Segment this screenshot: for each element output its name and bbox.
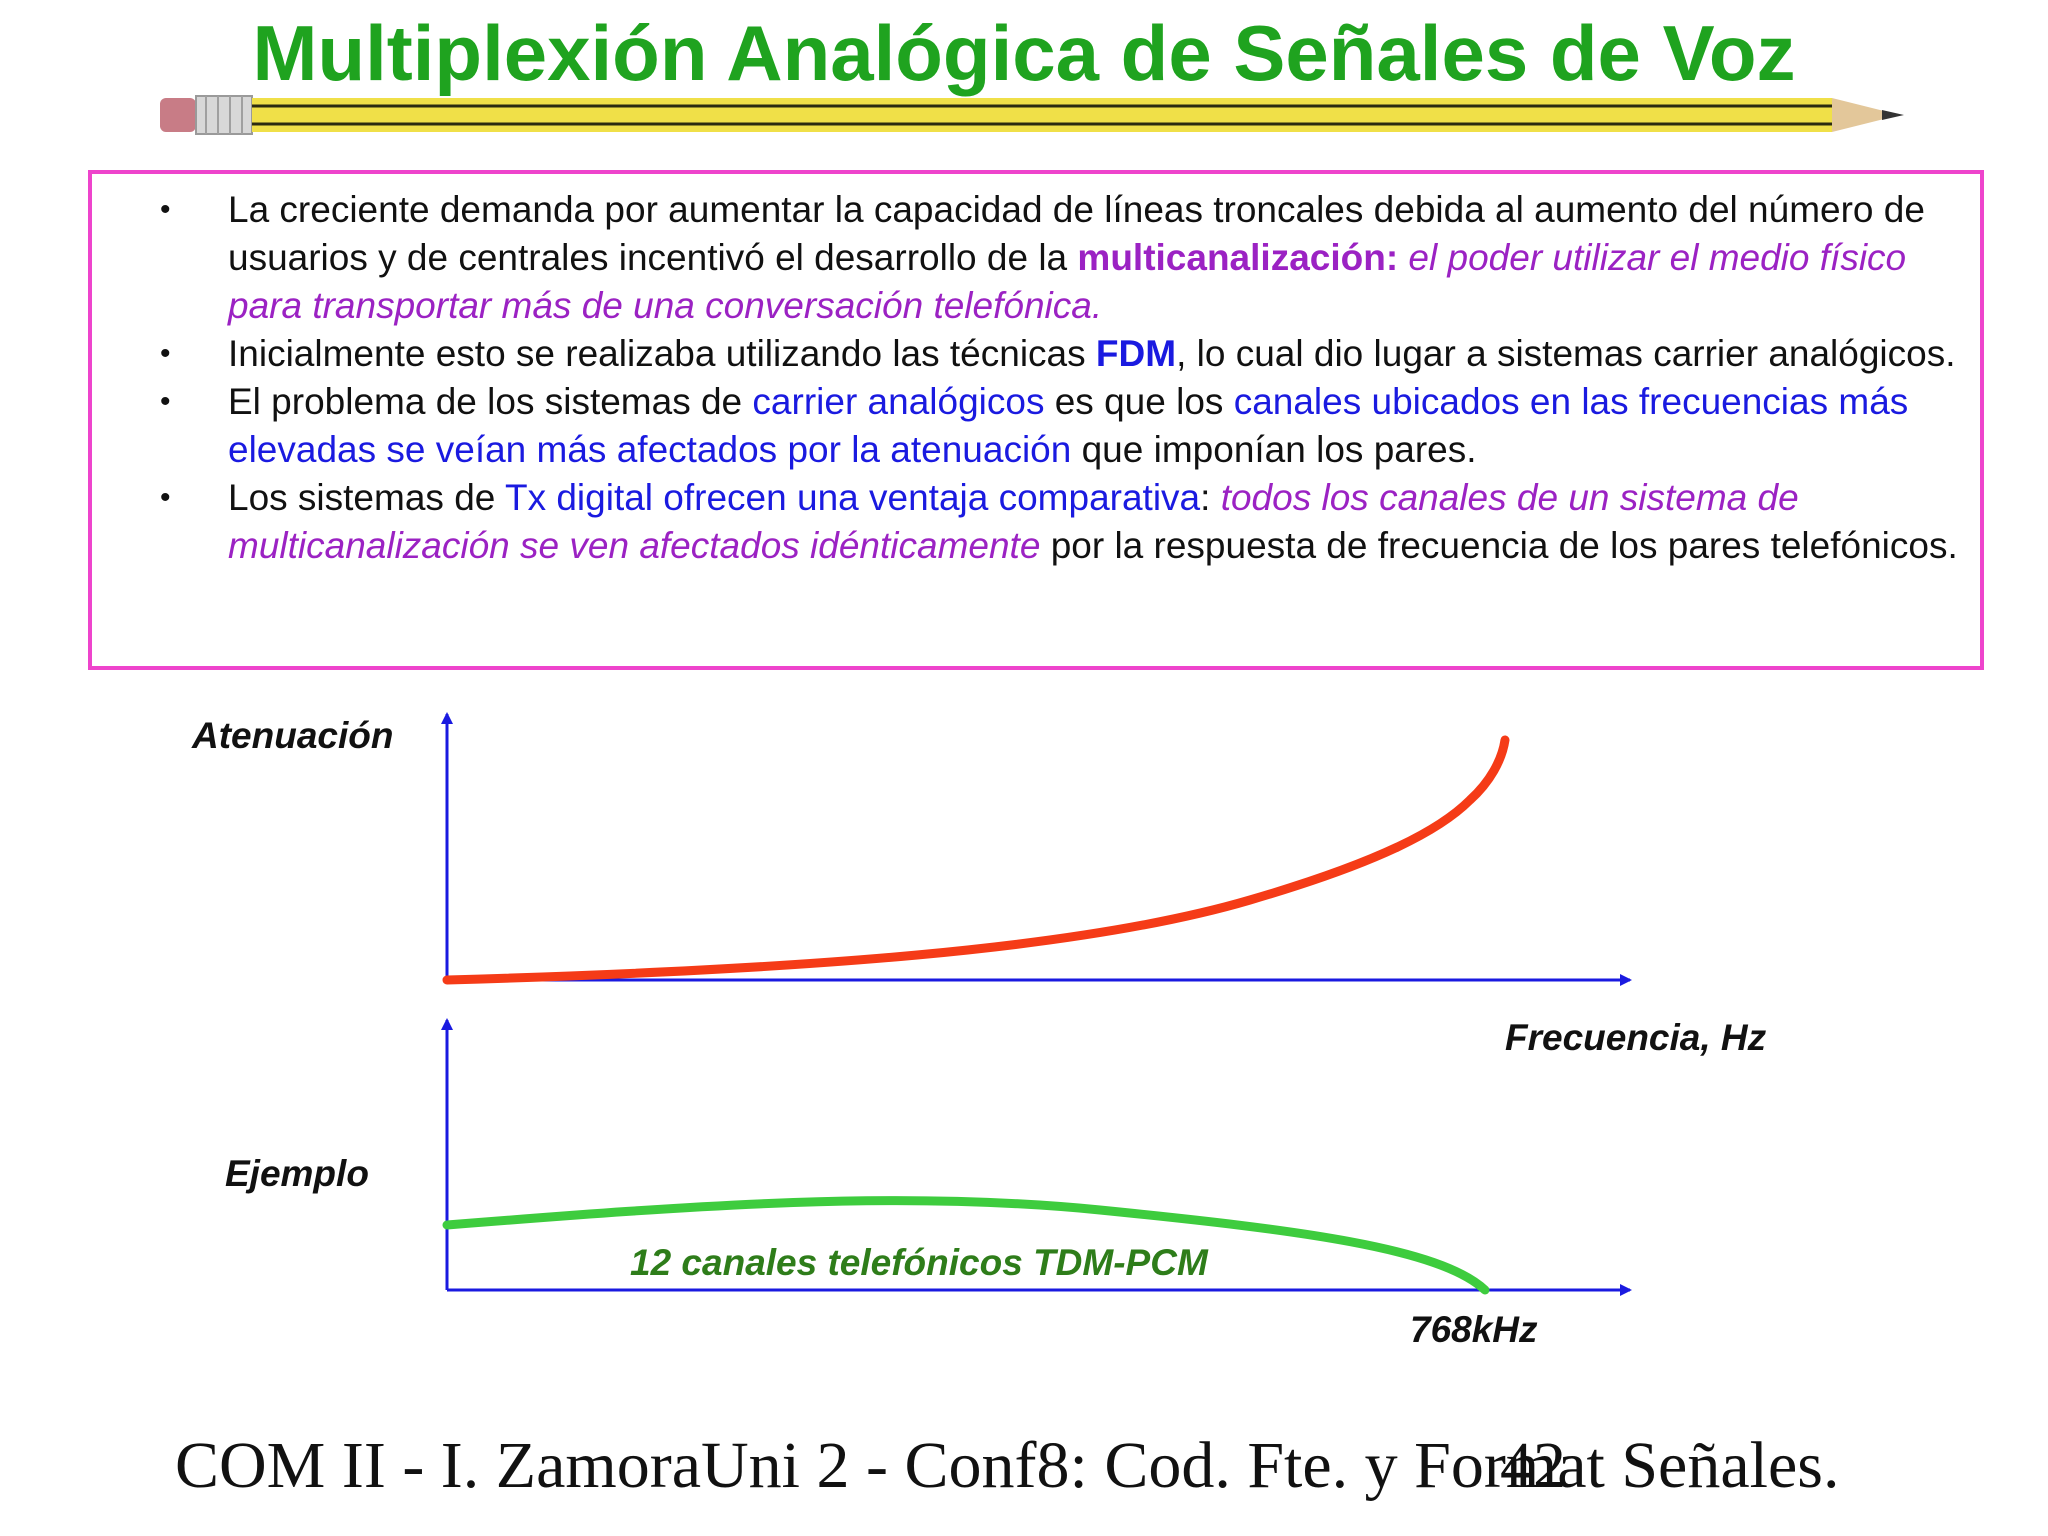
bottom-y-label: Ejemplo <box>225 1153 369 1194</box>
bullet-text-run: La creciente demanda por aumentar la cap… <box>228 189 1925 278</box>
example-curve <box>442 1196 1490 1295</box>
bullet-text-run: canales ubicados en las frecuencias más … <box>228 381 1909 470</box>
bullet-dot-icon: • <box>160 337 171 370</box>
bullet-text-run: multicanalización: <box>1077 237 1399 278</box>
content-frame <box>88 170 1984 670</box>
bullet-text-run: carrier analógicos <box>752 381 1045 422</box>
bullet-item: • Inicialmente esto se realizaba utilizan… <box>160 330 1960 378</box>
bullet-dot-icon: • <box>160 481 171 514</box>
x-axis-label: Frecuencia, Hz <box>1505 1017 1767 1058</box>
pencil-divider-icon <box>160 95 1904 135</box>
bullet-list: • La creciente demanda por aumentar la ca… <box>160 186 1960 570</box>
bullet-dot-icon: • <box>160 193 171 226</box>
bullet-text-run: El problema de los sistemas de <box>228 381 753 422</box>
frequency-mark-label: 768kHz <box>1410 1309 1538 1350</box>
bullet-text-run: por la respuesta de frecuencia de los pa… <box>1040 525 1958 566</box>
bullet-text-run: Inicialmente esto se realizaba utilizand… <box>228 333 1096 374</box>
page-number: 42 <box>1500 1429 1566 1502</box>
bullet-text-run: , lo cual dio lugar a sistemas carrier a… <box>1176 333 1956 374</box>
attenuation-diagram: Atenuación Frecuencia, Hz Ejemplo 12 can… <box>191 712 1767 1350</box>
attenuation-curve <box>442 735 1510 985</box>
bullet-text-run: es que los <box>1044 381 1234 422</box>
bullet-text-run: : <box>1200 477 1221 518</box>
bullet-item: • El problema de los sistemas de carrier … <box>160 378 1960 474</box>
bullet-text-run: Tx digital ofrecen una ventaja comparati… <box>504 477 1201 518</box>
bullet-text-run: Los sistemas de <box>228 477 505 518</box>
bullet-item: • La creciente demanda por aumentar la ca… <box>160 186 1960 330</box>
slide-title: Multiplexión Analógica de Señales de Voz <box>252 9 1796 97</box>
bullet-text-run: que imponían los pares. <box>1071 429 1477 470</box>
bullet-item: • Los sistemas de Tx digital ofrecen una … <box>160 474 1960 570</box>
curve-label: 12 canales telefónicos TDM-PCM <box>630 1242 1209 1283</box>
bullet-text-run: FDM <box>1095 333 1177 374</box>
top-y-label: Atenuación <box>191 715 393 756</box>
bullet-dot-icon: • <box>160 385 171 418</box>
footer-text: COM II - I. ZamoraUni 2 - Conf8: Cod. Ft… <box>175 1429 1840 1502</box>
bullet-text-run: todos los canales de un sistema de multi… <box>228 477 1799 566</box>
bullet-text-run: el poder utilizar el medio físico para t… <box>228 237 1907 326</box>
